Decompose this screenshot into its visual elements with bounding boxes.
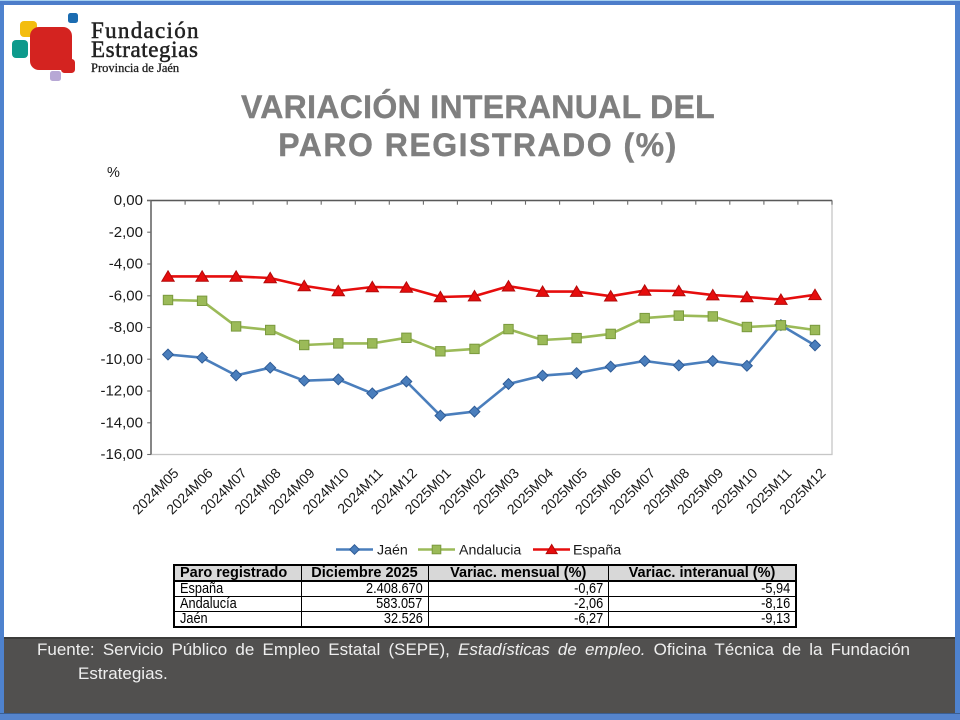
svg-text:-4,00: -4,00 — [109, 256, 143, 273]
svg-text:0,00: 0,00 — [114, 192, 143, 209]
svg-text:Andalucia: Andalucia — [459, 543, 521, 559]
svg-text:Jaén: Jaén — [377, 543, 408, 559]
svg-text:-14,00: -14,00 — [100, 414, 143, 431]
svg-text:-16,00: -16,00 — [100, 446, 143, 463]
svg-text:-10,00: -10,00 — [100, 351, 143, 368]
svg-text:España: España — [573, 543, 621, 559]
svg-text:-12,00: -12,00 — [100, 383, 143, 400]
svg-text:-6,00: -6,00 — [109, 287, 143, 304]
svg-text:%: % — [107, 165, 120, 181]
svg-text:-8,00: -8,00 — [109, 319, 143, 336]
svg-text:-2,00: -2,00 — [109, 224, 143, 241]
